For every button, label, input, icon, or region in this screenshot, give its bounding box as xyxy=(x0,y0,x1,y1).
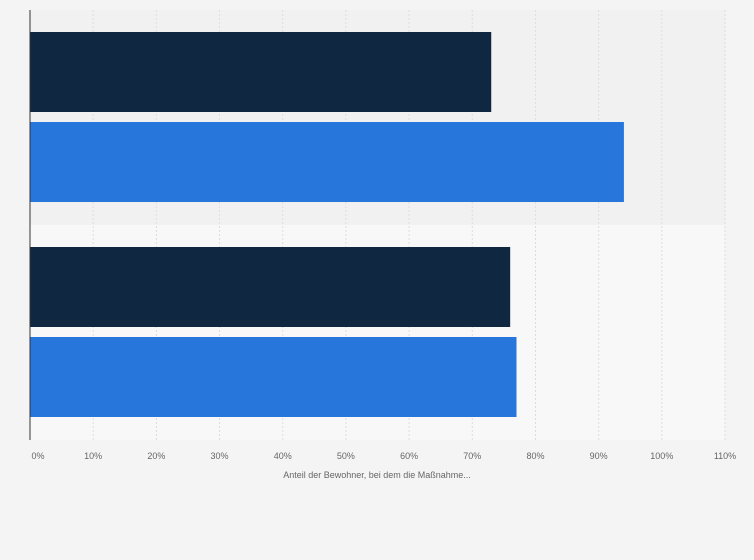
bar-series1-category2 xyxy=(30,247,511,327)
x-tick-label: 80% xyxy=(526,451,544,461)
x-tick-label: 20% xyxy=(147,451,165,461)
bar-series1-category1 xyxy=(30,32,492,112)
x-tick-label: 40% xyxy=(274,451,292,461)
x-tick-label: 30% xyxy=(211,451,229,461)
x-tick-label: 110% xyxy=(714,451,736,461)
x-axis-title: Anteil der Bewohner, bei dem die Maßnahm… xyxy=(283,470,471,480)
x-tick-label: 100% xyxy=(650,451,673,461)
x-tick-label: 60% xyxy=(400,451,418,461)
x-tick-label: 90% xyxy=(590,451,608,461)
x-tick-label: 70% xyxy=(463,451,481,461)
x-tick-labels: 0% 10% 20% 30% 40% 50% 60% 70% 80% 90% 100% 110% xyxy=(31,451,736,461)
x-tick-label: 0% xyxy=(31,451,44,461)
x-tick-label: 50% xyxy=(337,451,355,461)
bars xyxy=(30,32,624,417)
bar-series2-category2 xyxy=(30,337,517,417)
x-tick-label: 10% xyxy=(84,451,102,461)
bar-series2-category1 xyxy=(30,122,624,202)
